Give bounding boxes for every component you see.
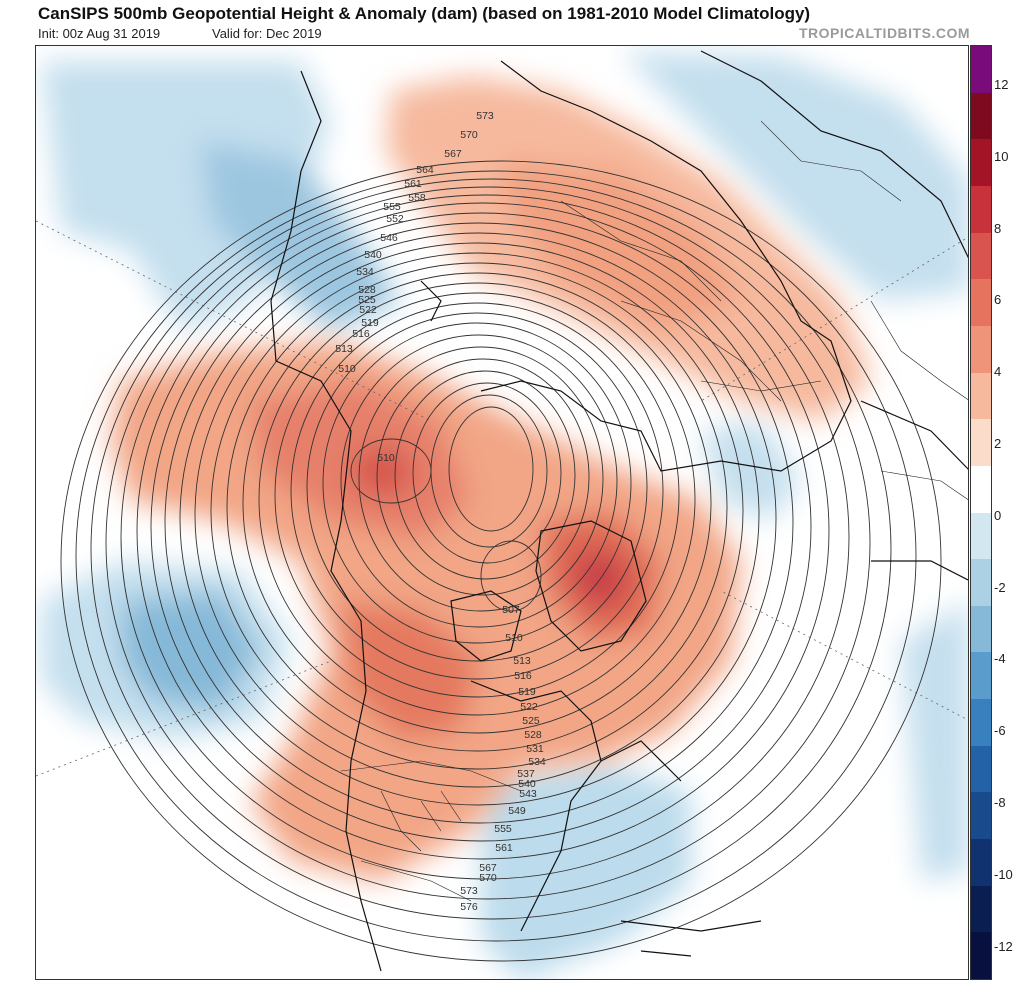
contour-label: 546 (380, 232, 398, 244)
init-time: Init: 00z Aug 31 2019 (38, 26, 161, 41)
contour-label: 576 (460, 901, 478, 913)
contour-label: 519 (518, 686, 536, 698)
valid-time: Valid for: Dec 2019 (212, 26, 322, 41)
site-brand: TROPICALTIDBITS.COM (798, 25, 970, 41)
contour-label: 534 (528, 756, 546, 768)
contour-label: 567 (444, 148, 462, 160)
contour-label: 516 (352, 328, 370, 340)
colorbar-segment (971, 185, 991, 234)
contour-label: 522 (520, 701, 538, 713)
contour-label: 561 (404, 178, 422, 190)
contour-label: 555 (383, 201, 401, 213)
colorbar-segment (971, 325, 991, 374)
colorbar-segment (971, 139, 991, 187)
contour-label: 534 (356, 266, 374, 278)
colorbar-tick-label: -12 (994, 938, 1013, 954)
contour-label: 510 (505, 632, 523, 644)
colorbar-tick-label: 8 (994, 220, 1002, 236)
colorbar-segment (971, 839, 991, 887)
colorbar-segment (971, 559, 991, 607)
colorbar-tick-label: -6 (994, 723, 1006, 739)
graticule (36, 220, 968, 777)
contour-label: 519 (361, 317, 379, 329)
colorbar-segment (971, 885, 991, 933)
contour-label: 525 (522, 715, 540, 727)
map-canvas: 5735705675645615585555525465405345285255… (36, 50, 968, 979)
contour-label: 510 (377, 452, 395, 464)
contour-label: 564 (416, 164, 434, 176)
colorbar-tick-label: -4 (994, 651, 1006, 667)
colorbar-tick-label: 12 (994, 77, 1009, 92)
contour-label: 570 (479, 872, 497, 884)
contour-label: 522 (359, 304, 377, 316)
contour-label: 537 (517, 768, 535, 780)
colorbar-segment (971, 652, 991, 700)
colorbar-tick-label: 10 (994, 148, 1009, 164)
colorbar-tick-label: -8 (994, 795, 1006, 810)
colorbar-segment (971, 465, 991, 513)
colorbar-segment (971, 745, 991, 793)
colorbar-segment (971, 232, 991, 280)
contour-label: 525 (358, 294, 376, 306)
colorbar-segment (971, 932, 991, 980)
colorbar-segment (971, 792, 991, 840)
contour-labels: 5735705675645615585555525465405345285255… (335, 110, 546, 913)
contour-label: 552 (386, 213, 404, 225)
colorbar-tick-label: 0 (994, 507, 1002, 523)
contour-label: 573 (460, 885, 478, 897)
colorbar-tick-label: 6 (994, 292, 1002, 308)
contour-label: 540 (364, 249, 382, 261)
map-panel: 573 570 567 564 561 558 555 552 546 540 534 528 525 5… (35, 45, 969, 980)
contour-label: 510 (338, 363, 356, 375)
contour-label: 555 (494, 823, 512, 835)
contour-label: 516 (514, 670, 532, 682)
contour-label: 528 (524, 729, 542, 741)
colorbar-segment (971, 92, 991, 140)
height-contours (60, 160, 942, 962)
contour-label: 570 (460, 129, 478, 141)
colorbar-segment (971, 512, 991, 560)
contour-label: 543 (519, 788, 537, 800)
contour-label: 531 (526, 743, 544, 755)
contour-label: 561 (495, 842, 513, 854)
contour-label: 513 (335, 343, 353, 355)
contour-label: 573 (476, 110, 494, 122)
chart-title: CanSIPS 500mb Geopotential Height & Anom… (38, 4, 811, 23)
colorbar-tick-label: -10 (994, 866, 1013, 882)
political-borders (340, 120, 968, 902)
colorbar-segment (971, 699, 991, 747)
contour-label: 540 (518, 778, 536, 790)
coastlines (270, 50, 968, 972)
colorbar-segment (971, 605, 991, 653)
colorbar-segment (971, 279, 991, 327)
contour-label: 513 (513, 655, 531, 667)
colorbar-tick-label: -2 (994, 579, 1006, 595)
colorbar-tick-label: 4 (994, 364, 1002, 380)
anomaly-colorbar (970, 45, 992, 980)
contour-label: 549 (508, 805, 526, 817)
contour-label: 558 (408, 192, 426, 204)
contour-label: 567 (479, 862, 497, 874)
positive-anomaly-shading (111, 76, 871, 881)
colorbar-segment (971, 419, 991, 467)
contour-label: 528 (358, 284, 376, 296)
colorbar-segment (971, 372, 991, 420)
colorbar-tick-label: 2 (994, 436, 1002, 451)
contour-label: 507 (502, 604, 520, 616)
colorbar-segment (971, 46, 991, 94)
